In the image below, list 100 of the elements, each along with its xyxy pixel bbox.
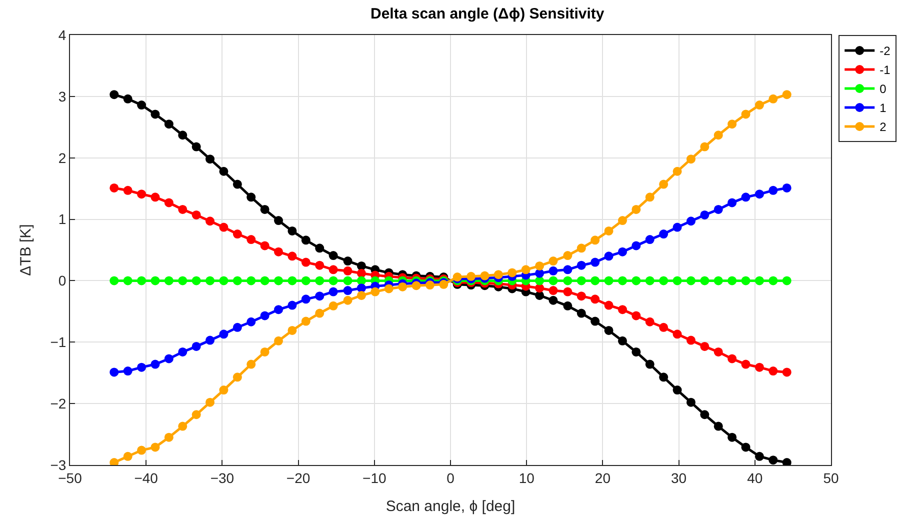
point — [315, 276, 324, 286]
point — [480, 271, 490, 280]
point — [343, 256, 352, 266]
point — [768, 94, 778, 104]
point — [548, 296, 558, 305]
point — [782, 276, 792, 286]
point — [686, 336, 696, 345]
point — [645, 360, 654, 369]
point — [178, 204, 188, 214]
point — [260, 347, 270, 356]
point — [576, 260, 586, 270]
point — [164, 354, 174, 364]
point — [548, 286, 558, 296]
point — [315, 308, 324, 318]
point — [343, 276, 352, 286]
point — [754, 276, 764, 286]
point — [576, 244, 586, 253]
point — [714, 276, 723, 286]
point — [632, 204, 641, 214]
x-tick-label: 0 — [446, 470, 455, 486]
point — [260, 204, 270, 214]
point — [590, 294, 600, 304]
point — [150, 110, 160, 119]
point — [219, 166, 228, 176]
point — [356, 284, 366, 293]
point — [206, 276, 215, 286]
point — [315, 292, 324, 301]
point — [659, 322, 668, 332]
point — [274, 305, 284, 314]
point — [590, 276, 600, 286]
point — [659, 276, 668, 286]
point — [590, 316, 600, 326]
point — [659, 372, 668, 382]
x-tick-label: −20 — [286, 470, 310, 486]
point — [728, 276, 737, 286]
point — [178, 276, 188, 286]
point — [548, 266, 558, 276]
point — [110, 368, 119, 377]
point — [192, 210, 201, 220]
point — [590, 258, 600, 267]
point — [618, 276, 627, 286]
point — [246, 276, 256, 286]
point — [178, 422, 188, 431]
point — [123, 186, 132, 195]
legend-label: 2 — [880, 120, 887, 134]
point — [164, 432, 174, 442]
point — [343, 266, 352, 276]
point — [686, 276, 696, 286]
point — [288, 226, 297, 236]
point — [274, 247, 284, 256]
point — [356, 268, 366, 278]
point — [315, 244, 324, 253]
point — [576, 292, 586, 301]
point — [301, 236, 310, 245]
point — [164, 276, 174, 286]
y-tick-label: 2 — [58, 150, 66, 166]
x-tick-label: 50 — [823, 470, 839, 486]
point — [741, 192, 750, 202]
point — [521, 265, 530, 274]
y-tick-label: 3 — [58, 88, 66, 104]
point — [274, 336, 284, 346]
point — [618, 216, 627, 226]
point — [123, 94, 132, 104]
point — [178, 347, 188, 356]
point — [137, 446, 146, 455]
point — [384, 284, 394, 294]
y-tick-label: 4 — [58, 26, 66, 43]
point — [754, 190, 764, 199]
point — [672, 386, 682, 395]
point — [508, 268, 517, 278]
point — [164, 198, 174, 208]
point — [535, 290, 544, 300]
point — [672, 166, 682, 176]
point — [356, 290, 366, 300]
point — [110, 90, 119, 100]
y-tick-label: 0 — [58, 272, 66, 289]
point — [232, 230, 242, 239]
point — [425, 280, 434, 290]
point — [645, 235, 654, 244]
point — [686, 398, 696, 407]
y-tick-label: 1 — [58, 211, 66, 228]
point — [728, 198, 737, 208]
point — [315, 260, 324, 270]
point — [150, 442, 160, 452]
point — [246, 192, 256, 202]
point — [618, 305, 627, 314]
point — [150, 360, 160, 369]
point — [192, 142, 201, 152]
point — [659, 230, 668, 239]
point — [632, 311, 641, 320]
point — [535, 268, 544, 278]
legend-label: 0 — [880, 82, 887, 96]
point — [343, 296, 352, 305]
point — [768, 276, 778, 286]
point — [604, 252, 614, 261]
point — [232, 372, 242, 382]
point — [728, 120, 737, 129]
point — [206, 216, 215, 226]
point — [632, 347, 641, 356]
point — [110, 276, 119, 286]
